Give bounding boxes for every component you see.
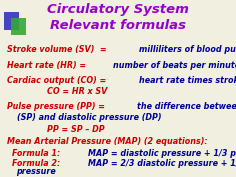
Text: the difference between systolic pressure: the difference between systolic pressure (137, 102, 236, 111)
Text: Mean Arterial Pressure (MAP) (2 equations):: Mean Arterial Pressure (MAP) (2 equation… (7, 137, 208, 146)
Bar (4, 12, 19, 30)
Text: (SP) and diastolic pressure (DP): (SP) and diastolic pressure (DP) (17, 113, 161, 122)
Text: Stroke volume (SV)  =: Stroke volume (SV) = (7, 45, 110, 54)
Text: number of beats per minute: number of beats per minute (113, 61, 236, 70)
Text: Formula 2:: Formula 2: (12, 159, 71, 168)
Text: PP = SP – DP: PP = SP – DP (47, 125, 105, 134)
Text: Pulse pressure (PP) =: Pulse pressure (PP) = (7, 102, 108, 111)
Bar (11, 18, 26, 35)
Text: MAP = 2/3 diastolic pressure + 1/3 systolic: MAP = 2/3 diastolic pressure + 1/3 systo… (88, 159, 236, 168)
Text: CO = HR x SV: CO = HR x SV (47, 87, 108, 96)
Text: milliliters of blood pumped per beat: milliliters of blood pumped per beat (139, 45, 236, 54)
Text: Formula 1:: Formula 1: (12, 149, 71, 158)
Text: pressure: pressure (17, 167, 56, 176)
Text: Heart rate (HR) =: Heart rate (HR) = (7, 61, 89, 70)
Text: Relevant formulas: Relevant formulas (50, 19, 186, 32)
Text: MAP = diastolic pressure + 1/3 pulse pressure: MAP = diastolic pressure + 1/3 pulse pre… (88, 149, 236, 158)
Text: Circulatory System: Circulatory System (47, 3, 189, 16)
Text: Cardiac output (CO) =: Cardiac output (CO) = (7, 76, 109, 85)
Text: heart rate times stroke volume: heart rate times stroke volume (139, 76, 236, 85)
